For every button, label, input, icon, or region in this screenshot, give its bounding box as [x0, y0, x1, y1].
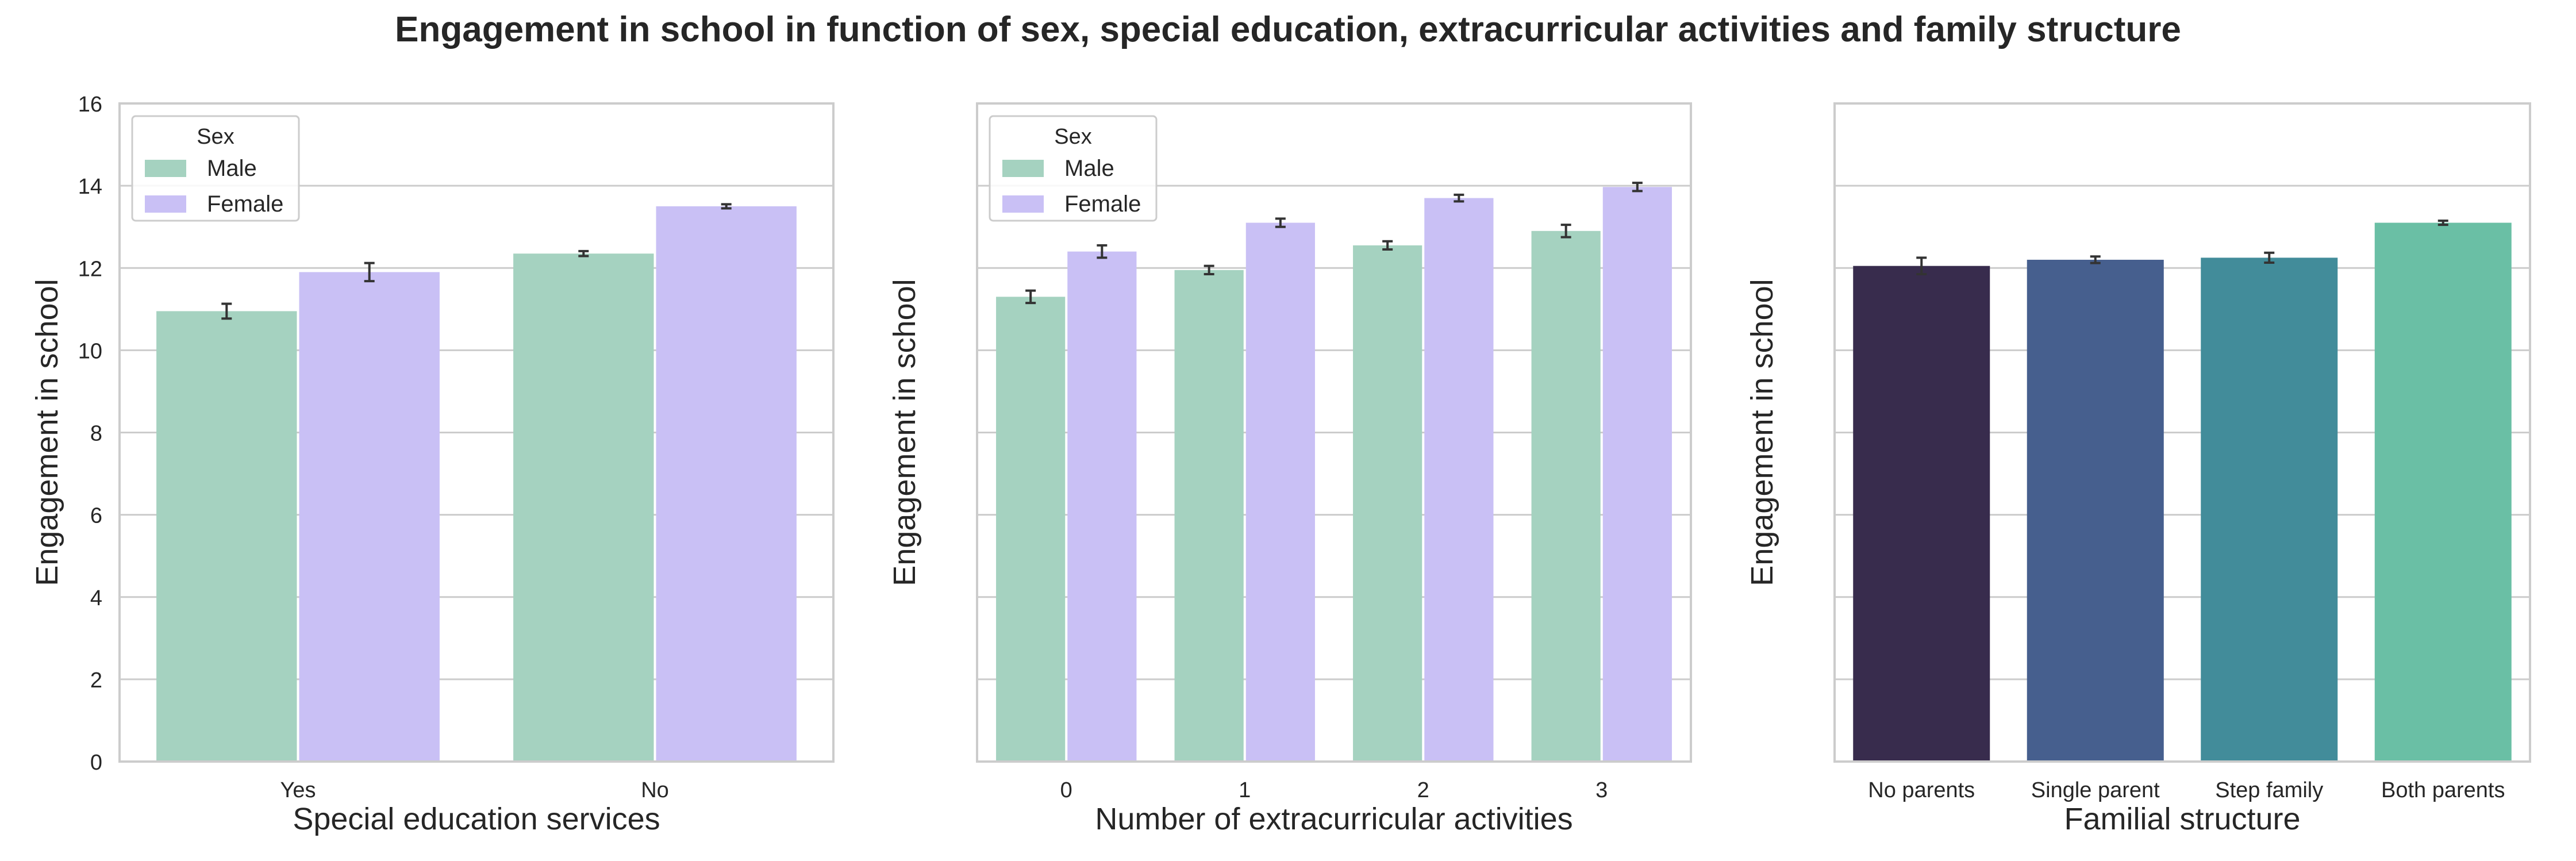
bar — [2201, 257, 2338, 762]
plot-frame — [976, 102, 1692, 763]
bar — [2027, 259, 2164, 762]
plot-frame — [1833, 102, 2531, 763]
bar — [1424, 198, 1494, 762]
chart-panel-2: 0 1 2 3 Number of extracurricular activities… — [887, 102, 1692, 836]
legend-swatch — [145, 195, 186, 213]
y-tick-label: 6 — [90, 504, 102, 528]
legend-swatch — [1002, 195, 1044, 213]
y-tick-label: 10 — [78, 339, 102, 363]
bar — [1602, 187, 1672, 762]
bar — [513, 253, 654, 762]
x-axis-label: Number of extracurricular activities — [1095, 802, 1572, 836]
figure-title: Engagement in school in function of sex,… — [395, 10, 2181, 49]
bar — [996, 297, 1066, 762]
y-tick-label: 12 — [78, 257, 102, 281]
chart-panel-3: No parents Single parent Step family Both p… — [1745, 102, 2531, 836]
legend-swatch — [1002, 160, 1044, 177]
x-tick-label: Step family — [2215, 778, 2323, 802]
bar — [1174, 270, 1244, 762]
bar — [1353, 245, 1422, 762]
legend-box — [131, 115, 300, 222]
y-tick-label: 16 — [78, 93, 102, 117]
x-axis-label: Familial structure — [2064, 802, 2300, 836]
x-tick-label: No — [641, 778, 669, 802]
y-tick-label: 8 — [90, 422, 102, 446]
x-tick-label: 3 — [1595, 778, 1608, 802]
bar — [1067, 251, 1137, 762]
y-axis-label: Engagement in school — [30, 279, 64, 586]
legend-title: Sex — [1054, 125, 1091, 149]
legend: Sex Male Female — [989, 115, 1158, 222]
legend-label: Male — [1064, 156, 1114, 181]
legend: Sex Male Female — [131, 115, 300, 222]
legend-label: Female — [207, 191, 283, 217]
bar — [156, 311, 297, 762]
bar — [656, 206, 797, 762]
x-tick-label: Single parent — [2031, 778, 2160, 802]
bar — [1245, 222, 1315, 762]
x-tick-label: 2 — [1417, 778, 1429, 802]
bar — [1853, 266, 1990, 762]
y-tick-label: 2 — [90, 668, 102, 693]
y-tick-label: 4 — [90, 586, 102, 610]
plot-frame — [118, 102, 835, 763]
legend-swatch — [145, 160, 186, 177]
x-tick-label: No parents — [1868, 778, 1975, 802]
y-tick-label: 14 — [78, 175, 102, 199]
y-axis-label: Engagement in school — [887, 279, 922, 586]
legend-label: Female — [1064, 191, 1141, 217]
x-axis-label: Special education services — [293, 802, 660, 836]
bar — [1531, 230, 1601, 762]
legend-box — [989, 115, 1158, 222]
bar — [2374, 222, 2512, 762]
x-tick-label: 1 — [1239, 778, 1251, 802]
x-tick-label: Yes — [280, 778, 316, 802]
legend-title: Sex — [197, 125, 234, 149]
x-tick-label: Both parents — [2381, 778, 2505, 802]
y-axis-label: Engagement in school — [1745, 279, 1779, 586]
bar — [299, 272, 440, 762]
y-tick-label: 0 — [90, 751, 102, 775]
legend-label: Male — [207, 156, 257, 181]
x-tick-label: 0 — [1060, 778, 1072, 802]
